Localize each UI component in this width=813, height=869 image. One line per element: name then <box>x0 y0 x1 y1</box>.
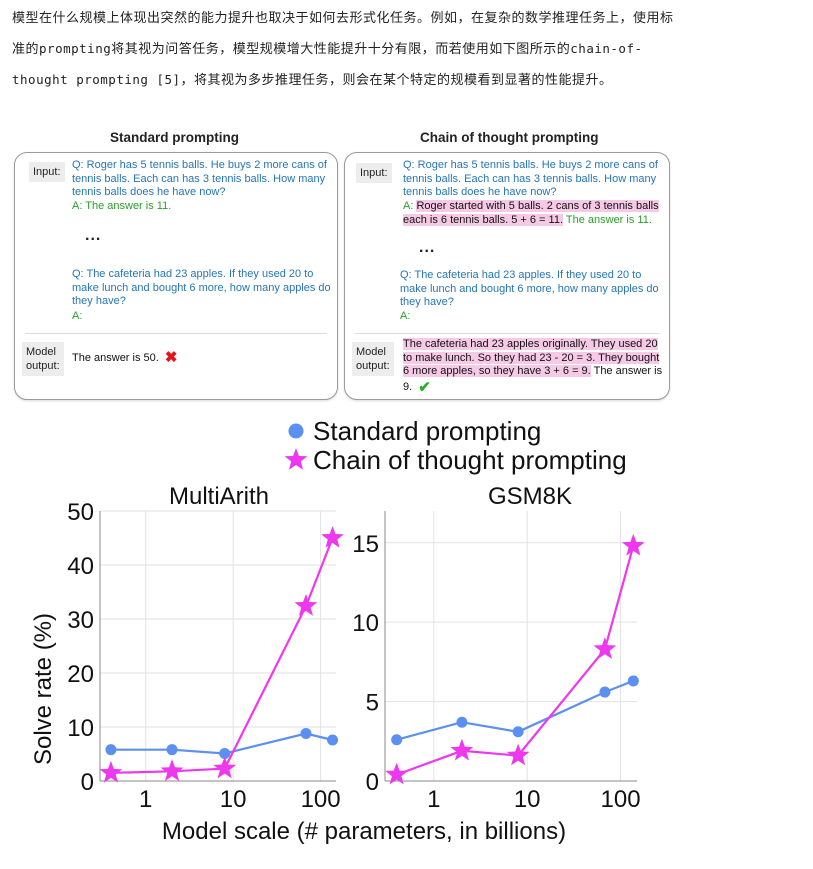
standard-prompting-panel: Input: Q: Roger has 5 tennis balls. He b… <box>14 152 338 400</box>
input-label: Input: <box>29 162 65 182</box>
paragraph-text: ，将其视为多步推理任务，则会在某个特定的规模看到显著的性能提升。 <box>180 73 613 88</box>
standard-data-point <box>391 734 403 746</box>
cot-panel-title: Chain of thought prompting <box>420 130 599 145</box>
standard-panel-title: Standard prompting <box>110 130 239 145</box>
cot-data-point <box>506 743 530 766</box>
y-tick-label: 30 <box>67 607 94 634</box>
y-tick-label: 10 <box>67 715 94 742</box>
y-tick-label: 50 <box>67 499 94 526</box>
y-tick-label: 10 <box>352 610 379 637</box>
wrong-x-icon: ✖ <box>164 349 178 366</box>
target-question: Q: The cafeteria had 23 apples. If they … <box>72 268 331 307</box>
model-output: The answer is 50. ✖ <box>72 349 178 366</box>
cot-data-point <box>213 756 237 779</box>
check-icon: ✔ <box>418 378 431 396</box>
cot-data-point <box>621 533 645 556</box>
standard-data-point <box>300 727 312 739</box>
y-tick-label: 15 <box>352 531 379 558</box>
example-cot-answer: A: Roger started with 5 balls. 2 cans of… <box>403 200 659 226</box>
cot-data-point <box>593 637 617 659</box>
paragraph-text: 模型在什么规模上体现出突然的能力提升也取决于如何去形式化任务。例如，在复杂的数学… <box>12 11 674 57</box>
standard-data-point <box>105 744 117 756</box>
gsm8k-title: GSM8K <box>488 483 572 510</box>
cot-data-point <box>99 760 123 783</box>
standard-data-point <box>327 734 339 746</box>
paragraph-code: chain-of-thought prompting [5] <box>12 41 643 87</box>
model-output: The cafeteria had 23 apples originally. … <box>403 338 663 396</box>
paragraph-text: 将其视为问答任务，模型规模增大性能提升十分有限，而若使用如下图所示的 <box>111 42 571 57</box>
legend-circle-icon <box>288 423 304 439</box>
standard-data-point <box>456 716 468 728</box>
reasoning-highlight: The cafeteria had 23 apples originally. … <box>403 338 660 377</box>
model-output-label: Model output: <box>22 342 64 376</box>
example-question: Q: Roger has 5 tennis balls. He buys 2 m… <box>72 159 327 198</box>
standard-data-point <box>627 675 639 687</box>
legend-cot-label: Chain of thought prompting <box>313 445 627 475</box>
y-tick-label: 0 <box>366 769 379 796</box>
x-axis-label: Model scale (# parameters, in billions) <box>162 818 566 845</box>
divider <box>25 333 327 334</box>
target-question: Q: The cafeteria had 23 apples. If they … <box>400 269 659 308</box>
standard-data-point <box>599 686 611 698</box>
y-tick-label: 20 <box>67 661 94 688</box>
legend-star-icon <box>284 448 308 470</box>
paragraph-code: prompting <box>39 41 112 56</box>
multiarith-title: MultiArith <box>169 483 269 510</box>
ellipsis: ... <box>85 227 102 244</box>
cot-data-point <box>450 738 474 761</box>
gsm8k-plot: 1 10 100 0 5 10 15 <box>352 511 645 813</box>
x-tick-label: 10 <box>514 786 541 813</box>
y-tick-label: 40 <box>67 553 94 580</box>
y-tick-label: 5 <box>366 690 379 717</box>
example-question: Q: Roger has 5 tennis balls. He buys 2 m… <box>403 159 658 198</box>
target-answer-prompt: A: <box>400 310 411 322</box>
cot-series-line <box>396 545 635 776</box>
cot-data-point <box>385 762 409 785</box>
y-axis-label: Solve rate (%) <box>30 613 57 765</box>
x-tick-label: 1 <box>427 786 440 813</box>
cot-series-line <box>110 537 334 774</box>
cot-prompting-panel: Input: Q: Roger has 5 tennis balls. He b… <box>344 152 670 400</box>
multiarith-plot: 1 10 100 0 10 20 30 40 50 <box>67 499 344 813</box>
model-output-label: Model output: <box>352 342 394 376</box>
legend: Standard prompting Chain of thought prom… <box>284 416 627 475</box>
intro-paragraph: 模型在什么规模上体现出突然的能力提升也取决于如何去形式化任务。例如，在复杂的数学… <box>12 4 684 96</box>
standard-data-point <box>166 744 178 756</box>
cot-data-point <box>294 594 318 616</box>
x-tick-label: 100 <box>301 786 341 813</box>
standard-data-point <box>219 747 231 759</box>
example-answer: A: The answer is 11. <box>72 200 172 212</box>
x-tick-label: 1 <box>139 786 152 813</box>
target-answer-prompt: A: <box>72 310 83 322</box>
y-tick-label: 0 <box>81 769 94 796</box>
divider <box>355 333 659 334</box>
input-label: Input: <box>356 163 392 183</box>
cot-data-point <box>160 759 184 781</box>
legend-standard-label: Standard prompting <box>313 416 541 446</box>
standard-data-point <box>512 726 524 738</box>
solve-rate-chart: Standard prompting Chain of thought prom… <box>30 416 645 845</box>
x-tick-label: 10 <box>220 786 247 813</box>
ellipsis: ... <box>419 239 436 256</box>
x-tick-label: 100 <box>601 786 641 813</box>
cot-data-point <box>321 526 344 548</box>
